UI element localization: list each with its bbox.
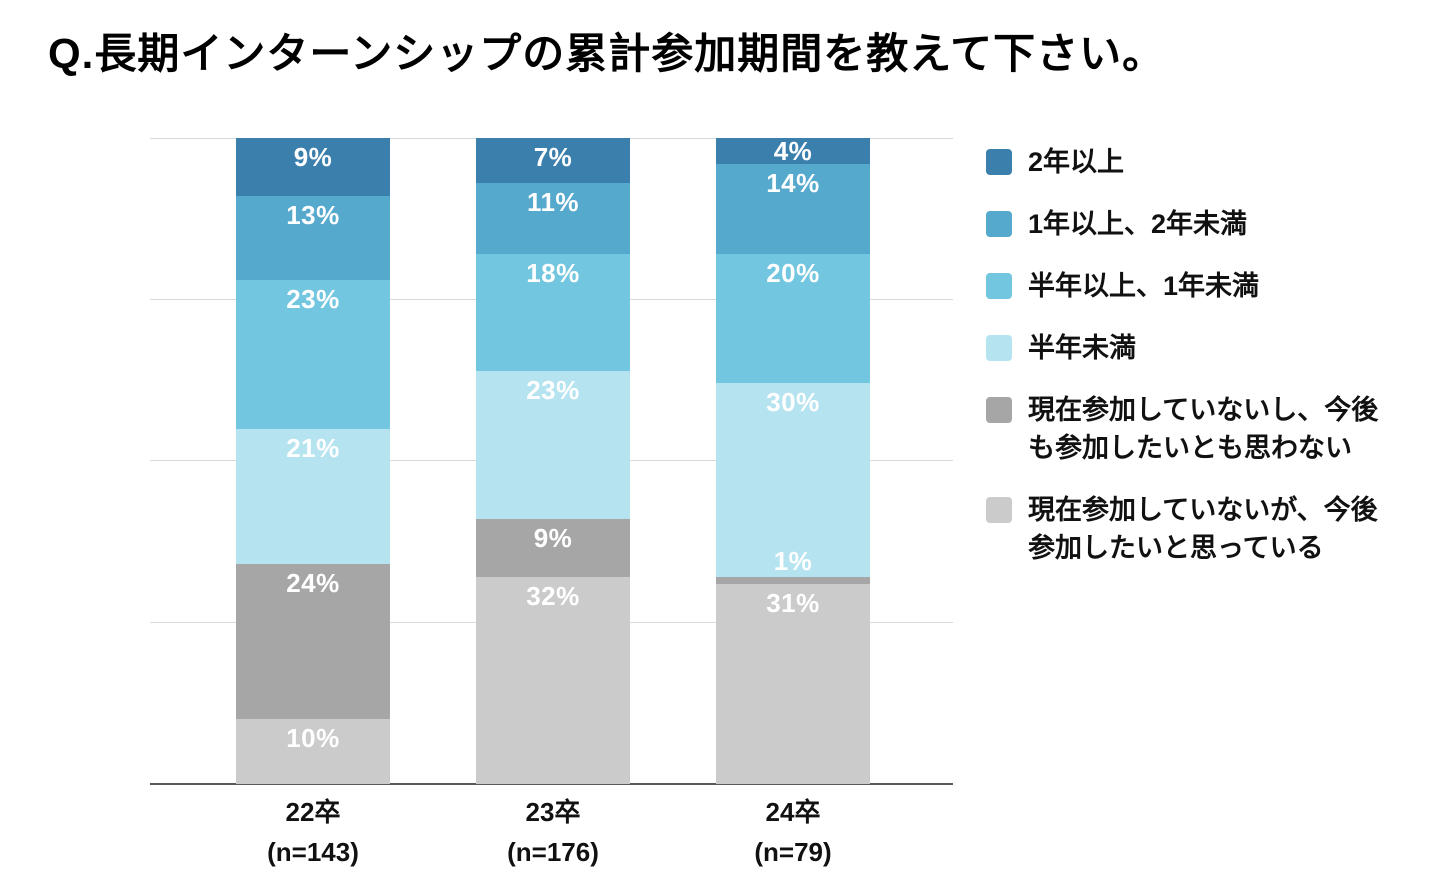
segment-value-label: 9% bbox=[293, 142, 333, 172]
legend-swatch bbox=[986, 497, 1012, 523]
bar-segment: 13% bbox=[236, 196, 390, 281]
segment-value-label: 14% bbox=[766, 167, 820, 198]
legend-item: 1年以上、2年未満 bbox=[986, 205, 1406, 243]
bar-24卒: 4% 14% 20% 30% 1% 31% bbox=[716, 138, 870, 784]
bar-segment: 31% bbox=[716, 583, 870, 784]
bar-segment: 23% bbox=[476, 370, 630, 520]
segment-value-label: 1% bbox=[773, 546, 813, 577]
segment-value-label: 23% bbox=[286, 284, 340, 315]
sample-size-label: (n=79) bbox=[754, 837, 832, 867]
legend-swatch bbox=[986, 397, 1012, 423]
bar-segment: 9% bbox=[236, 138, 390, 197]
legend-label: 現在参加していないし、今後も参加したいとも思わない bbox=[1028, 395, 1379, 463]
legend-label: 半年以上、1年未満 bbox=[1028, 271, 1260, 301]
bar-segment: 24% bbox=[236, 564, 390, 720]
bar-segment: 4% bbox=[716, 138, 870, 164]
sample-size-label: (n=176) bbox=[507, 837, 599, 867]
legend-item: 半年未満 bbox=[986, 329, 1406, 367]
bar-segment: 21% bbox=[236, 428, 390, 565]
chart-title: Q.長期インターンシップの累計参加期間を教えて下さい。 bbox=[48, 30, 1166, 77]
plot-area: 9% 13% 23% 21% 24% 10% 7% 11% 18% 23% 9% 32% 4% 14% 20… bbox=[150, 138, 953, 785]
x-axis-label-24卒: 24卒 (n=79) bbox=[673, 792, 913, 872]
bar-segment: 14% bbox=[716, 163, 870, 255]
sample-size-label: (n=143) bbox=[267, 837, 359, 867]
legend-item: 現在参加していないが、今後参加したいと思っている bbox=[986, 491, 1406, 567]
segment-value-label: 9% bbox=[533, 523, 573, 554]
legend-label: 半年未満 bbox=[1028, 333, 1136, 363]
legend-swatch bbox=[986, 211, 1012, 237]
bar-segment: 9% bbox=[476, 519, 630, 578]
segment-value-label: 30% bbox=[766, 387, 820, 418]
legend-item: 現在参加していないし、今後も参加したいとも思わない bbox=[986, 391, 1406, 467]
bar-segment: 11% bbox=[476, 183, 630, 255]
segment-value-label: 13% bbox=[286, 200, 340, 231]
bar-segment: 23% bbox=[236, 280, 390, 429]
legend-swatch bbox=[986, 149, 1012, 175]
category-label: 23卒 bbox=[525, 797, 581, 827]
legend-label: 現在参加していないが、今後参加したいと思っている bbox=[1028, 495, 1378, 563]
x-axis-line bbox=[150, 783, 953, 785]
legend-label: 2年以上 bbox=[1028, 147, 1125, 177]
legend-swatch bbox=[986, 335, 1012, 361]
segment-value-label: 7% bbox=[533, 142, 573, 172]
category-label: 22卒 bbox=[285, 797, 341, 827]
segment-value-label: 21% bbox=[286, 432, 340, 463]
segment-value-label: 32% bbox=[526, 581, 580, 612]
legend: 2年以上 1年以上、2年未満 半年以上、1年未満 半年未満現在参加していないし、今後も… bbox=[986, 143, 1406, 567]
bar-segment: 20% bbox=[716, 254, 870, 384]
segment-value-label: 23% bbox=[526, 374, 580, 405]
legend-label: 1年以上、2年未満 bbox=[1028, 209, 1248, 239]
segment-value-label: 24% bbox=[286, 568, 340, 599]
legend-item: 2年以上 bbox=[986, 143, 1406, 181]
segment-value-label: 20% bbox=[766, 258, 820, 289]
x-axis-label-23卒: 23卒 (n=176) bbox=[433, 792, 673, 872]
bar-segment: 30% bbox=[716, 383, 870, 578]
bar-23卒: 7% 11% 18% 23% 9% 32% bbox=[476, 138, 630, 784]
bar-segment: 1% bbox=[716, 548, 870, 584]
category-label: 24卒 bbox=[765, 797, 821, 827]
segment-value-label: 31% bbox=[766, 587, 820, 618]
segment-value-label: 10% bbox=[286, 723, 340, 754]
segment-value-label: 11% bbox=[526, 187, 580, 218]
segment-value-label: 18% bbox=[526, 258, 580, 289]
bar-22卒: 9% 13% 23% 21% 24% 10% bbox=[236, 138, 390, 784]
legend-item: 半年以上、1年未満 bbox=[986, 267, 1406, 305]
x-axis-label-22卒: 22卒 (n=143) bbox=[193, 792, 433, 872]
bar-segment: 18% bbox=[476, 254, 630, 371]
bar-segment: 7% bbox=[476, 138, 630, 184]
bar-segment: 32% bbox=[476, 577, 630, 784]
legend-swatch bbox=[986, 273, 1012, 299]
bar-segment: 10% bbox=[236, 719, 390, 784]
segment-value-label: 4% bbox=[773, 136, 813, 166]
